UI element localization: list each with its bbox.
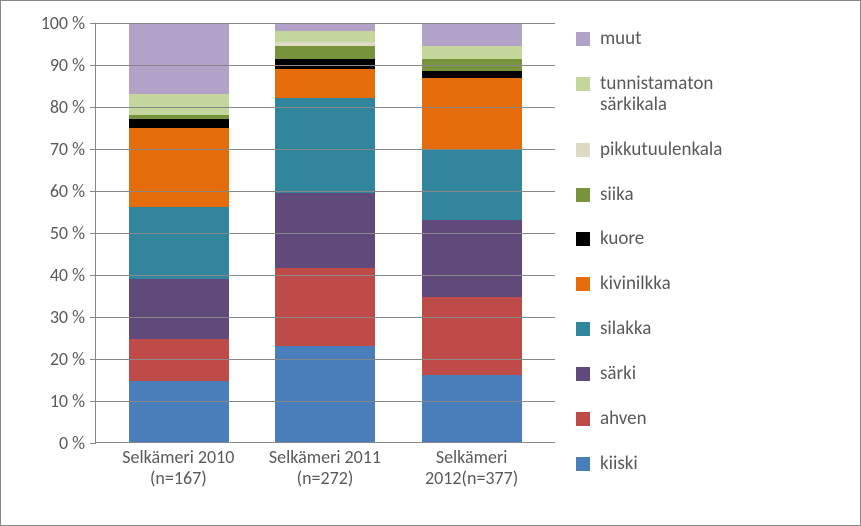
segment-selkameri_2011-sarki bbox=[275, 193, 375, 268]
legend-item-tunnistamaton_sarkikala: tunnistamaton särkikala bbox=[576, 74, 836, 116]
x-label-selkameri_2011: Selkämeri 2011 (n=272) bbox=[255, 447, 395, 488]
segment-selkameri_2012-sarki bbox=[422, 220, 522, 298]
y-tick-label-70: 70 % bbox=[25, 138, 85, 160]
chart-frame: muut tunnistamaton särkikala pikkutuulenka… bbox=[0, 0, 861, 526]
segment-selkameri_2012-muut bbox=[422, 23, 522, 46]
y-tick-label-40: 40 % bbox=[25, 264, 85, 286]
segment-selkameri_2010-muut bbox=[129, 23, 229, 94]
y-tick-label-20: 20 % bbox=[25, 348, 85, 370]
segment-selkameri_2011-ahven bbox=[275, 268, 375, 346]
segment-selkameri_2012-ahven bbox=[422, 297, 522, 375]
y-tick-label-30: 30 % bbox=[25, 306, 85, 328]
grid-line-60 bbox=[96, 191, 555, 192]
legend-item-kuore: kuore bbox=[576, 229, 836, 250]
legend-swatch-siika bbox=[576, 188, 590, 202]
legend-item-kiiski: kiiski bbox=[576, 454, 836, 475]
grid-line-30 bbox=[96, 317, 555, 318]
x-label-selkameri_2010: Selkämeri 2010 (n=167) bbox=[108, 447, 248, 488]
segment-selkameri_2011-silakka bbox=[275, 98, 375, 192]
y-tick-mark-80 bbox=[90, 107, 96, 108]
legend-label-kiiski: kiiski bbox=[600, 454, 638, 475]
y-axis: 0 %10 %20 %30 %40 %50 %60 %70 %80 %90 %1… bbox=[31, 23, 91, 443]
x-axis-labels: Selkämeri 2010 (n=167)Selkämeri 2011 (n=… bbox=[95, 447, 555, 488]
legend-item-pikkutuulenkala: pikkutuulenkala bbox=[576, 140, 836, 161]
grid-line-100 bbox=[96, 23, 555, 24]
grid-line-80 bbox=[96, 107, 555, 108]
legend-label-tunnistamaton_sarkikala: tunnistamaton särkikala bbox=[600, 74, 713, 116]
segment-selkameri_2010-kiiski bbox=[129, 381, 229, 442]
segment-selkameri_2012-silakka bbox=[422, 149, 522, 220]
legend-swatch-silakka bbox=[576, 322, 590, 336]
y-tick-label-50: 50 % bbox=[25, 222, 85, 244]
legend-label-pikkutuulenkala: pikkutuulenkala bbox=[600, 140, 722, 161]
y-tick-mark-40 bbox=[90, 275, 96, 276]
legend-swatch-tunnistamaton_sarkikala bbox=[576, 77, 590, 91]
segment-selkameri_2011-siika bbox=[275, 46, 375, 59]
grid-line-50 bbox=[96, 233, 555, 234]
legend-item-kivinilkka: kivinilkka bbox=[576, 274, 836, 295]
plot-area bbox=[95, 23, 555, 443]
grid-line-40 bbox=[96, 275, 555, 276]
legend-item-ahven: ahven bbox=[576, 409, 836, 430]
grid-line-20 bbox=[96, 359, 555, 360]
y-tick-mark-0 bbox=[90, 443, 96, 444]
legend-item-silakka: silakka bbox=[576, 319, 836, 340]
y-tick-label-0: 0 % bbox=[25, 432, 85, 454]
legend-swatch-kiiski bbox=[576, 457, 590, 471]
y-tick-label-80: 80 % bbox=[25, 96, 85, 118]
legend-label-kuore: kuore bbox=[600, 229, 644, 250]
segment-selkameri_2012-kivinilkka bbox=[422, 78, 522, 149]
segment-selkameri_2010-sarki bbox=[129, 279, 229, 340]
y-tick-mark-10 bbox=[90, 401, 96, 402]
legend-label-muut: muut bbox=[600, 29, 642, 50]
legend: muut tunnistamaton särkikala pikkutuulenka… bbox=[576, 29, 836, 499]
y-tick-label-100: 100 % bbox=[25, 12, 85, 34]
segment-selkameri_2011-kuore bbox=[275, 59, 375, 69]
y-tick-mark-50 bbox=[90, 233, 96, 234]
segment-selkameri_2010-kuore bbox=[129, 119, 229, 127]
segment-selkameri_2011-kivinilkka bbox=[275, 69, 375, 98]
y-tick-mark-30 bbox=[90, 317, 96, 318]
grid-line-90 bbox=[96, 65, 555, 66]
y-tick-mark-70 bbox=[90, 149, 96, 150]
y-tick-label-90: 90 % bbox=[25, 54, 85, 76]
segment-selkameri_2010-tunnistamaton_sarkikala bbox=[129, 94, 229, 115]
y-tick-label-10: 10 % bbox=[25, 390, 85, 412]
segment-selkameri_2012-tunnistamaton_sarkikala bbox=[422, 46, 522, 59]
legend-label-sarki: särki bbox=[600, 364, 636, 385]
legend-item-sarki: särki bbox=[576, 364, 836, 385]
legend-item-siika: siika bbox=[576, 185, 836, 206]
y-tick-label-60: 60 % bbox=[25, 180, 85, 202]
grid-line-70 bbox=[96, 149, 555, 150]
legend-swatch-kivinilkka bbox=[576, 277, 590, 291]
chart-area: 0 %10 %20 %30 %40 %50 %60 %70 %80 %90 %1… bbox=[31, 23, 561, 503]
y-tick-mark-100 bbox=[90, 23, 96, 24]
segment-selkameri_2011-kiiski bbox=[275, 346, 375, 442]
legend-swatch-muut bbox=[576, 32, 590, 46]
y-tick-mark-20 bbox=[90, 359, 96, 360]
legend-label-kivinilkka: kivinilkka bbox=[600, 274, 671, 295]
segment-selkameri_2010-silakka bbox=[129, 207, 229, 278]
segment-selkameri_2012-kiiski bbox=[422, 375, 522, 442]
legend-item-muut: muut bbox=[576, 29, 836, 50]
grid-line-10 bbox=[96, 401, 555, 402]
legend-label-silakka: silakka bbox=[600, 319, 651, 340]
segment-selkameri_2010-kivinilkka bbox=[129, 128, 229, 208]
segment-selkameri_2010-ahven bbox=[129, 339, 229, 381]
legend-label-siika: siika bbox=[600, 185, 634, 206]
legend-label-ahven: ahven bbox=[600, 409, 647, 430]
legend-swatch-ahven bbox=[576, 412, 590, 426]
y-tick-mark-90 bbox=[90, 65, 96, 66]
y-tick-mark-60 bbox=[90, 191, 96, 192]
x-label-selkameri_2012: Selkämeri 2012(n=377) bbox=[402, 447, 542, 488]
legend-swatch-pikkutuulenkala bbox=[576, 143, 590, 157]
legend-swatch-kuore bbox=[576, 232, 590, 246]
legend-swatch-sarki bbox=[576, 367, 590, 381]
segment-selkameri_2011-tunnistamaton_sarkikala bbox=[275, 31, 375, 41]
segment-selkameri_2011-muut bbox=[275, 23, 375, 31]
